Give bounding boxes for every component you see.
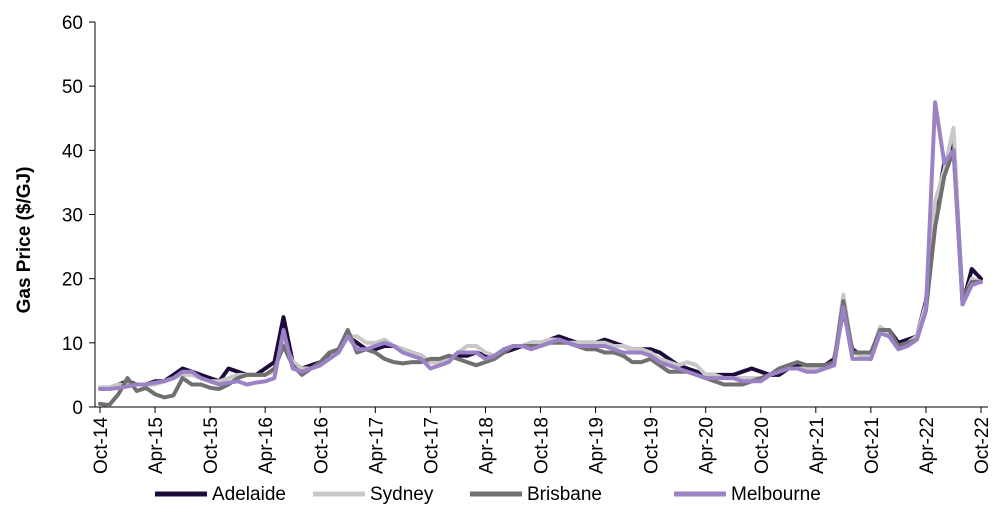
y-axis: 0 10 20 30 40 50 60 [62,13,96,419]
x-tick-label: Oct-22 [972,417,993,474]
legend-label-brisbane: Brisbane [527,484,602,505]
y-tick-label: 20 [62,270,83,291]
x-tick-label: Oct-16 [311,417,332,474]
x-tick-label: Apr-22 [917,417,938,474]
x-tick-label: Apr-16 [256,417,277,474]
x-tick-label: Apr-15 [146,417,167,474]
y-tick-label: 50 [62,77,83,98]
y-tick-label: 0 [72,398,83,419]
x-axis: Oct-14 Apr-15 Oct-15 Apr-16 Oct-16 Apr-17 Oct-… [91,406,993,474]
series-line-melbourne [98,100,983,391]
x-tick-label: Apr-20 [697,417,718,474]
legend-label-sydney: Sydney [370,484,434,505]
x-tick-label: Oct-14 [91,417,112,474]
series-line-brisbane [98,148,983,408]
x-tick-label: Oct-21 [862,417,883,474]
x-tick-label: Oct-20 [752,417,773,474]
y-tick-label: 10 [62,334,83,355]
series-lines [98,100,983,408]
legend-label-melbourne: Melbourne [731,484,821,505]
legend: Adelaide Sydney Brisbane Melbourne [155,484,821,505]
y-tick-label: 30 [62,206,83,227]
x-tick-label: Apr-21 [807,417,828,474]
x-tick-label: Apr-18 [476,417,497,474]
x-tick-label: Oct-15 [201,417,222,474]
y-tick-label: 40 [62,141,83,162]
x-tick-label: Oct-19 [642,417,663,474]
x-tick-label: Oct-17 [421,417,442,474]
series-line-adelaide [98,141,983,390]
x-tick-label: Apr-17 [366,417,387,474]
legend-label-adelaide: Adelaide [212,484,286,505]
x-tick-label: Oct-18 [532,417,553,474]
x-tick-label: Apr-19 [587,417,608,474]
y-tick-label: 60 [62,13,83,34]
y-axis-title: Gas Price ($/GJ) [14,167,35,314]
